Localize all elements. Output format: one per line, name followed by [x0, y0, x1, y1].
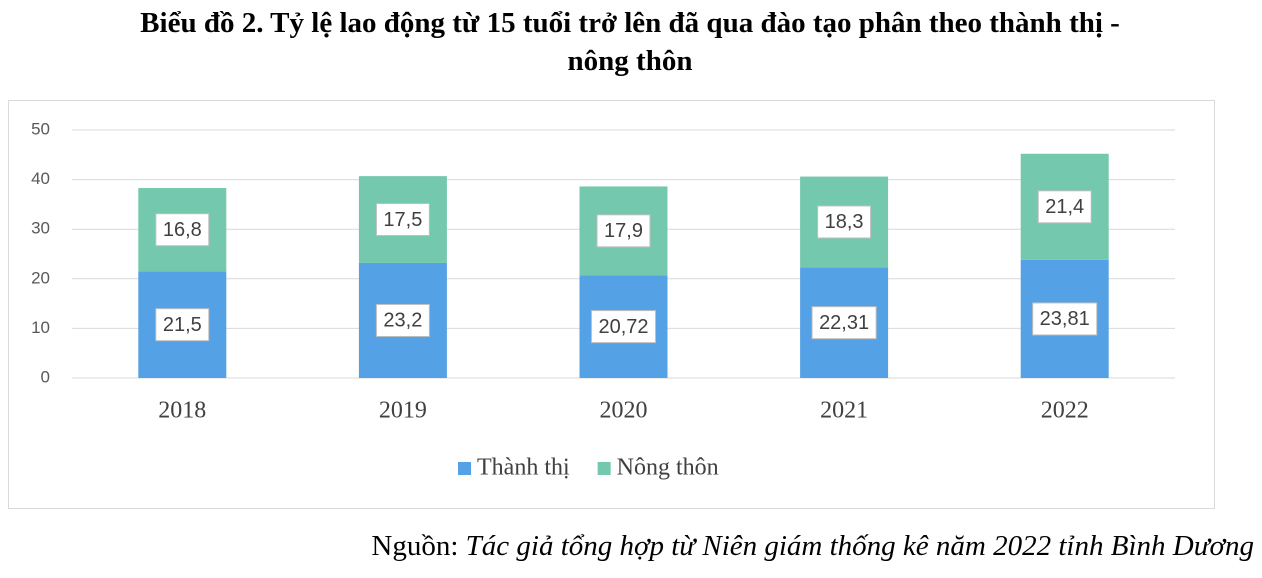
data-label: 17,9	[604, 220, 643, 242]
source: Nguồn: Tác giả tổng hợp từ Niên giám thố…	[371, 530, 1254, 563]
source-text: Tác giả tổng hợp từ Niên giám thống kê n…	[465, 530, 1254, 562]
y-tick-label: 10	[31, 318, 50, 337]
data-label: 21,5	[163, 314, 202, 336]
data-label: 18,3	[825, 211, 864, 233]
y-tick-label: 0	[41, 367, 50, 386]
legend-label: Nông thôn	[617, 455, 719, 481]
x-tick-label: 2022	[1041, 398, 1089, 424]
data-label-box	[155, 308, 210, 342]
y-tick-label: 50	[31, 119, 50, 138]
data-label: 23,2	[383, 310, 422, 332]
data-label-box	[1037, 190, 1092, 224]
x-tick-label: 2020	[600, 398, 648, 424]
y-tick-label: 20	[31, 268, 50, 287]
data-label-box	[590, 310, 657, 344]
data-label-box	[375, 203, 430, 237]
data-label-box	[811, 306, 877, 340]
data-label: 16,8	[163, 219, 202, 241]
y-tick-label: 40	[31, 169, 50, 188]
data-label: 21,4	[1045, 196, 1084, 218]
data-label-box	[375, 303, 430, 337]
x-tick-label: 2021	[820, 398, 868, 424]
data-label: 23,81	[1040, 308, 1090, 330]
data-label-box	[155, 213, 210, 247]
legend-swatch	[458, 462, 471, 475]
legend-label: Thành thị	[477, 455, 570, 481]
y-tick-label: 30	[31, 219, 50, 238]
chart-title: Biểu đồ 2. Tỷ lệ lao động từ 15 tuổi trở…	[140, 7, 1120, 77]
data-label-box	[1032, 302, 1098, 336]
x-tick-label: 2019	[379, 398, 427, 424]
x-tick-label: 2018	[158, 398, 206, 424]
data-label: 17,5	[383, 209, 422, 231]
source-label: Nguồn:	[371, 530, 459, 562]
chart-frame	[8, 100, 1215, 509]
data-label: 20,72	[598, 316, 648, 338]
data-label: 22,31	[819, 312, 869, 334]
data-label-box	[596, 214, 651, 248]
data-label-box	[817, 205, 872, 239]
legend-swatch	[597, 462, 611, 475]
